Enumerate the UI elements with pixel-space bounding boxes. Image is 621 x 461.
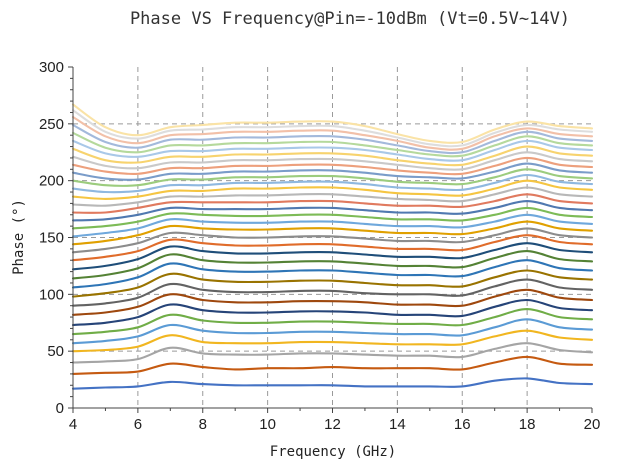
series-line-1 xyxy=(71,377,594,390)
series-line-30 xyxy=(71,131,594,158)
series-line-29 xyxy=(71,139,594,162)
series-line-22 xyxy=(71,179,594,200)
series-line-23 xyxy=(71,173,594,194)
series-line-19 xyxy=(71,200,594,222)
series-line-16 xyxy=(71,220,594,246)
series-line-18 xyxy=(71,206,594,230)
x-tick-label: 14 xyxy=(389,416,406,433)
y-tick-label: 150 xyxy=(39,230,64,247)
x-axis-ticks: 4 6 8 10 12 14 16 18 20 xyxy=(69,408,601,433)
series-line-7 xyxy=(71,298,594,327)
series-line-10 xyxy=(71,269,594,298)
series-line-11 xyxy=(71,259,594,289)
series-line-9 xyxy=(71,278,594,307)
x-tick-label: 16 xyxy=(454,416,471,433)
chart-title: Phase VS Frequency@Pin=-10dBm (Vt=0.5V~1… xyxy=(130,9,570,29)
series-line-33 xyxy=(71,109,594,148)
y-tick-label: 200 xyxy=(39,173,64,190)
y-tick-label: 0 xyxy=(56,400,64,417)
x-tick-label: 6 xyxy=(134,416,142,433)
series-line-2 xyxy=(71,355,594,375)
series-line-25 xyxy=(71,162,594,181)
series-line-32 xyxy=(71,115,594,151)
x-tick-label: 10 xyxy=(259,416,276,433)
series-line-12 xyxy=(71,250,594,280)
x-tick-label: 4 xyxy=(69,416,77,433)
series-line-14 xyxy=(71,234,594,262)
series-line-15 xyxy=(71,227,594,254)
series-line-17 xyxy=(71,213,594,238)
series-line-27 xyxy=(71,151,594,171)
x-tick-label: 12 xyxy=(324,416,341,433)
series-line-31 xyxy=(71,123,594,155)
series-line-13 xyxy=(71,242,594,271)
y-tick-label: 50 xyxy=(47,343,64,360)
y-axis-ticks: 0 50 100 150 200 250 300 xyxy=(39,59,73,417)
x-tick-label: 20 xyxy=(584,416,601,433)
series-line-20 xyxy=(71,193,594,214)
series-line-21 xyxy=(71,186,594,207)
x-axis-title: Frequency (GHz) xyxy=(270,444,396,460)
series-line-26 xyxy=(71,156,594,176)
y-axis-title: Phase (°) xyxy=(11,199,27,275)
series-line-34 xyxy=(71,103,594,144)
y-tick-label: 100 xyxy=(39,286,64,303)
series-line-3 xyxy=(71,342,594,364)
series-lines xyxy=(71,103,594,390)
y-tick-label: 250 xyxy=(39,116,64,133)
x-tick-label: 8 xyxy=(199,416,207,433)
series-line-24 xyxy=(71,168,594,187)
x-tick-label: 18 xyxy=(519,416,536,433)
y-tick-label: 300 xyxy=(39,59,64,76)
series-line-4 xyxy=(71,329,594,353)
series-line-5 xyxy=(71,318,594,345)
series-line-8 xyxy=(71,288,594,316)
series-line-28 xyxy=(71,145,594,167)
series-line-6 xyxy=(71,308,594,336)
